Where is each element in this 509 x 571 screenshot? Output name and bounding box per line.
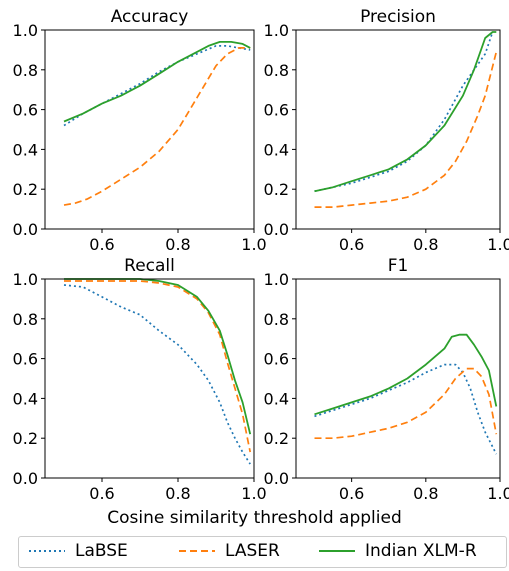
y-tick-label: 0.0 [264, 220, 289, 239]
y-tick-label: 0.6 [264, 101, 289, 120]
x-tick-label: 0.6 [89, 484, 114, 503]
x-tick-label: 0.6 [89, 235, 114, 254]
x-tick-label: 1.0 [241, 235, 266, 254]
legend-item-indian-xlm-r: Indian XLM-R [319, 537, 504, 567]
legend-item-labse: LaBSE [29, 537, 159, 567]
y-tick-label: 1.0 [264, 270, 289, 289]
x-tick-label: 1.0 [487, 235, 509, 254]
panel-title-precision: Precision [360, 7, 436, 27]
series-line-precision-indian-xlm-r [314, 31, 497, 193]
panel-f1: F1 0.0 0.2 0.4 0.6 0.8 1.0 0.6 0.8 1.0 [264, 256, 509, 503]
y-tick-label: 1.0 [13, 21, 38, 40]
y-tick-label: 0.0 [13, 220, 38, 239]
x-tick-label: 0.8 [165, 484, 190, 503]
y-tick-label: 0.2 [13, 429, 38, 448]
y-tick-label: 0.6 [13, 101, 38, 120]
y-tick-label: 0.6 [13, 350, 38, 369]
y-tick-label: 0.4 [264, 389, 289, 408]
legend-label-indian-xlm-r: Indian XLM-R [365, 541, 477, 561]
legend-swatch-laser [179, 550, 215, 552]
y-tick-label: 0.8 [13, 310, 38, 329]
y-tick-label: 0.2 [13, 180, 38, 199]
x-tick-label: 0.8 [413, 235, 438, 254]
panel-accuracy: Accuracy 0.0 0.2 0.4 0.6 0.8 1.0 0.6 0.8 1.0 [13, 7, 267, 254]
y-tick-label: 0.6 [264, 350, 289, 369]
x-tick-label: 0.8 [165, 235, 190, 254]
y-tick-label: 0.2 [264, 429, 289, 448]
series-line-f1-laser [314, 367, 498, 440]
y-tick-label: 0.0 [13, 469, 38, 488]
y-tick-label: 0.8 [264, 310, 289, 329]
y-tick-label: 0.8 [264, 61, 289, 80]
x-tick-label: 1.0 [241, 484, 266, 503]
series-line-accuracy-labse [63, 45, 251, 127]
axes-frame-f1 [295, 278, 501, 479]
y-tick-label: 1.0 [13, 270, 38, 289]
legend-swatch-labse [29, 550, 65, 552]
x-tick-label: 0.6 [339, 235, 364, 254]
series-line-f1-indian-xlm-r [314, 333, 498, 416]
x-tick-label: 0.6 [339, 484, 364, 503]
y-tick-label: 0.4 [264, 140, 289, 159]
legend-label-labse: LaBSE [75, 541, 128, 561]
legend: LaBSE LASER Indian XLM-R [18, 536, 507, 568]
axes-frame-recall [44, 278, 255, 479]
x-tick-label: 1.0 [487, 484, 509, 503]
legend-swatch-indian-xlm-r [319, 550, 355, 552]
panel-title-f1: F1 [388, 256, 409, 276]
panel-precision: Precision 0.0 0.2 0.4 0.6 0.8 1.0 0.6 0.8 1.0 [264, 7, 509, 254]
y-tick-label: 0.8 [13, 61, 38, 80]
series-line-recall-laser [64, 280, 252, 453]
y-tick-label: 0.2 [264, 180, 289, 199]
series-line-precision-labse [314, 31, 494, 193]
y-tick-label: 0.0 [264, 469, 289, 488]
y-tick-label: 0.4 [13, 140, 38, 159]
axes-frame-precision [295, 29, 501, 230]
legend-label-laser: LASER [225, 541, 280, 561]
panel-title-recall: Recall [124, 256, 175, 276]
series-line-recall-labse [63, 284, 251, 465]
series-line-f1-labse [314, 363, 498, 455]
y-tick-label: 1.0 [264, 21, 289, 40]
axes-frame-accuracy [44, 29, 255, 230]
legend-item-laser: LASER [179, 537, 319, 567]
series-line-accuracy-indian-xlm-r [63, 41, 251, 123]
panel-recall: Recall 0.0 0.2 0.4 0.6 0.8 1.0 0.6 0.8 1.0 [13, 256, 267, 503]
series-line-accuracy-laser [63, 47, 251, 206]
panel-title-accuracy: Accuracy [111, 7, 189, 27]
series-line-precision-laser [314, 51, 498, 208]
x-axis-label: Cosine similarity threshold applied [107, 508, 402, 528]
y-tick-label: 0.4 [13, 389, 38, 408]
x-tick-label: 0.8 [413, 484, 438, 503]
